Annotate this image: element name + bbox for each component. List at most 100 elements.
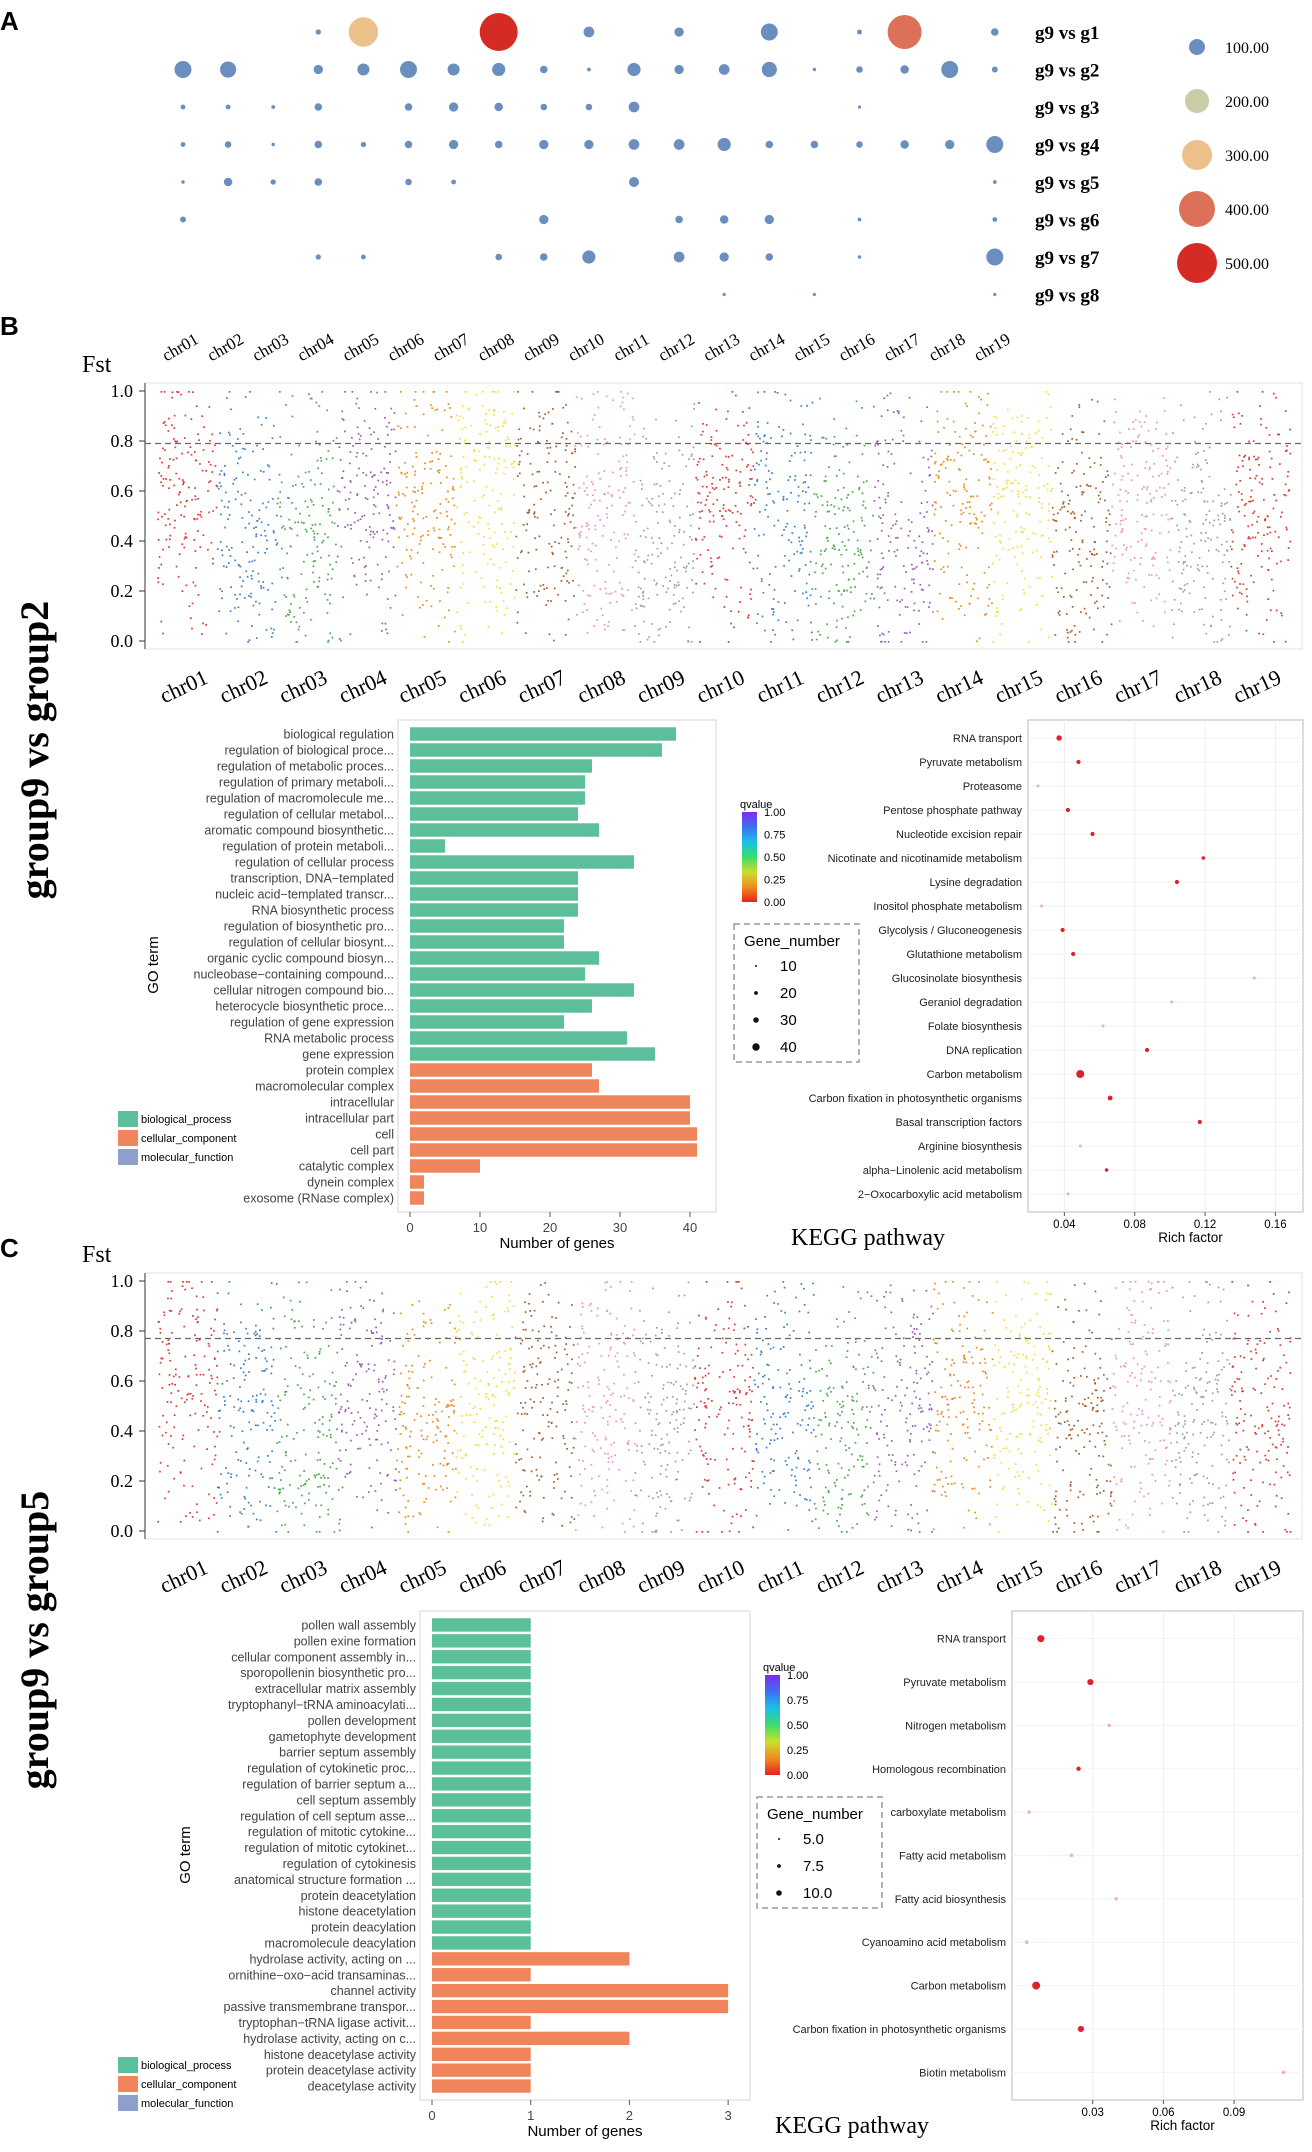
x-axis-title: Rich factor <box>1158 1230 1223 1245</box>
go-term-label: anatomical structure formation ... <box>234 1873 416 1887</box>
x-tick-label-chr08: chr08 <box>573 664 629 708</box>
go-bar-26 <box>410 1143 697 1157</box>
go-bar-20 <box>432 1936 531 1950</box>
bubble-g9-vs-g2-chr15 <box>812 67 817 72</box>
legend-value: 400.00 <box>1225 202 1269 219</box>
fst-points-chr11 <box>753 391 814 643</box>
x-tick-label: 0 <box>406 1220 413 1235</box>
col-label-chr01: chr01 <box>159 329 202 365</box>
go-term-label: cell septum assembly <box>297 1793 417 1807</box>
col-label-chr07: chr07 <box>429 329 472 365</box>
bubble-g9-vs-g4-chr15 <box>810 140 819 149</box>
go-term-label: heterocycle biosynthetic proce... <box>215 1000 394 1014</box>
go-term-label: RNA metabolic process <box>264 1032 394 1046</box>
x-tick-label-chr13: chr13 <box>871 1554 927 1598</box>
bubble-g9-vs-g3-chr04 <box>314 103 323 111</box>
bubble-g9-vs-g4-chr10 <box>584 139 594 150</box>
x-tick-label-chr18: chr18 <box>1169 664 1225 708</box>
kegg-dot-6 <box>1114 1897 1118 1901</box>
go-term-label: dynein complex <box>307 1176 395 1190</box>
go-bar-22 <box>410 1079 599 1093</box>
go-term-label: intracellular part <box>305 1112 394 1126</box>
x-tick-label-chr16: chr16 <box>1050 664 1106 708</box>
go-bar-20 <box>410 1047 655 1061</box>
go-term-label: regulation of cell septum asse... <box>240 1809 416 1823</box>
kegg-dot-10 <box>1252 976 1256 980</box>
x-tick-label: 0.09 <box>1223 2107 1245 2119</box>
fst-points-chr08 <box>574 391 636 634</box>
gene-number-legend-title: Gene_number <box>767 1806 863 1823</box>
bubble-g9-vs-g4-chr07 <box>448 139 459 150</box>
go-term-label: sporopollenin biosynthetic pro... <box>240 1666 416 1680</box>
bubble-g9-vs-g3-chr10 <box>585 103 593 111</box>
go-term-label: gene expression <box>302 1048 394 1062</box>
kegg-pathway-label: alpha−Linolenic acid metabolism <box>863 1165 1022 1177</box>
bubble-g9-vs-g4-chr11 <box>628 139 640 150</box>
bubble-g9-vs-g2-chr10 <box>587 67 591 72</box>
go-term-label: regulation of barrier septum a... <box>242 1777 416 1791</box>
row-label: g9 vs g8 <box>1035 286 1099 307</box>
y-axis-title: Fst <box>82 352 112 378</box>
fst-points-chr01 <box>157 1281 219 1523</box>
x-tick-label: 2 <box>626 2108 633 2123</box>
y-tick-label: 0.8 <box>111 1321 134 1341</box>
qvalue-colorbar <box>765 1675 780 1775</box>
y-tick-label: 0.2 <box>111 581 134 601</box>
bubble-g9-vs-g6-chr14 <box>764 214 774 225</box>
go-bar-7 <box>432 1729 531 1743</box>
bubble-g9-vs-g7-chr10 <box>582 250 596 264</box>
go-bar-8 <box>432 1745 531 1759</box>
legend-label: biological_process <box>141 1114 232 1126</box>
bubble-g9-vs-g4-chr01 <box>180 142 186 147</box>
go-bar-26 <box>432 2031 630 2046</box>
x-tick-label: 10 <box>473 1220 487 1235</box>
go-bar-24 <box>432 1999 729 2014</box>
legend-bubble-300.00 <box>1182 140 1212 170</box>
fst-points-chr15 <box>992 391 1053 643</box>
gene-number-legend-dot <box>776 1890 782 1896</box>
panel-label-a: A <box>0 6 19 36</box>
legend-bubble-500.00 <box>1177 243 1217 283</box>
x-tick-label: 20 <box>543 1220 557 1235</box>
bubble-g9-vs-g2-chr04 <box>313 64 323 75</box>
panel-label-b: B <box>0 311 19 341</box>
go-term-label: pollen development <box>308 1714 417 1728</box>
row-label: g9 vs g6 <box>1035 211 1099 232</box>
go-bar-25 <box>432 2015 531 2030</box>
plot-frame <box>144 1272 1303 1540</box>
go-bar-25 <box>410 1127 697 1141</box>
x-tick-label-chr07: chr07 <box>513 664 569 708</box>
col-label-chr19: chr19 <box>971 329 1014 365</box>
bubble-g9-vs-g4-chr02 <box>224 141 232 148</box>
x-tick-label: 0.12 <box>1194 1219 1216 1231</box>
row-label: g9 vs g7 <box>1035 248 1100 269</box>
x-tick-label-chr04: chr04 <box>335 1554 391 1598</box>
kegg-dot-4 <box>1090 831 1095 837</box>
go-bar-17 <box>410 999 592 1013</box>
bubble-g9-vs-g4-chr03 <box>271 142 275 147</box>
bubble-g9-vs-g4-chr08 <box>494 140 503 149</box>
go-term-label: regulation of biosynthetic pro... <box>224 920 394 934</box>
x-tick-label-chr13: chr13 <box>871 664 927 708</box>
x-tick-label-chr19: chr19 <box>1229 1554 1285 1598</box>
bubble-g9-vs-g2-chr12 <box>674 64 684 75</box>
go-bar-1 <box>432 1634 531 1648</box>
qvalue-tick: 0.50 <box>764 852 785 864</box>
qvalue-tick: 0.75 <box>787 1695 808 1707</box>
bubble-g9-vs-g7-chr04 <box>315 254 321 260</box>
go-term-label: nucleobase−containing compound... <box>194 968 395 982</box>
kegg-pathway-label: 2−Oxocarboxylic acid metabolism <box>858 1189 1022 1201</box>
bubble-g9-vs-g7-chr14 <box>765 253 774 261</box>
bubble-g9-vs-g6-chr09 <box>539 214 549 225</box>
kegg-pathway-label: Cyanoamino acid metabolism <box>862 1937 1006 1949</box>
go-bar-27 <box>432 2047 531 2061</box>
x-tick-label: 0.08 <box>1124 1219 1146 1231</box>
bubble-g9-vs-g8-chr15 <box>812 292 817 297</box>
gene-number-legend-box <box>756 1796 883 1909</box>
qvalue-title: qvalue <box>740 799 772 811</box>
gene-number-legend-value: 10 <box>780 958 797 975</box>
qvalue-tick: 1.00 <box>787 1670 808 1682</box>
bubble-g9-vs-g1-chr19 <box>991 28 999 36</box>
fst-points-chr05 <box>395 391 456 643</box>
